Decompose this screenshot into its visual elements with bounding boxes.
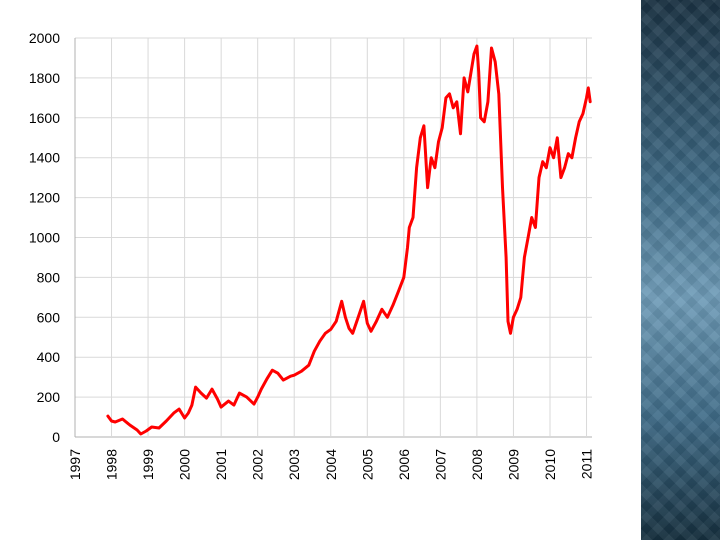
x-tick-label: 2006 bbox=[396, 449, 412, 480]
y-tick-label: 1200 bbox=[29, 190, 60, 206]
x-tick-label: 2005 bbox=[359, 449, 375, 480]
y-tick-label: 400 bbox=[37, 349, 61, 365]
y-tick-label: 2000 bbox=[29, 30, 60, 46]
chart-series bbox=[106, 44, 592, 436]
x-tick-label: 2000 bbox=[177, 449, 193, 480]
chart-grid bbox=[74, 37, 592, 438]
x-tick-label: 2010 bbox=[542, 449, 558, 480]
y-tick-label: 800 bbox=[37, 269, 61, 285]
y-tick-label: 0 bbox=[52, 429, 60, 445]
y-tick-label: 1000 bbox=[29, 230, 60, 246]
x-axis-tick-labels: 1997 1998 1999 2000 2001 2002 2003 2004 2005 2006… bbox=[67, 449, 595, 480]
decorative-side-panel bbox=[641, 0, 720, 540]
y-tick-label: 1400 bbox=[29, 150, 60, 166]
x-tick-label: 2003 bbox=[286, 449, 302, 480]
x-tick-label: 2002 bbox=[250, 449, 266, 480]
x-tick-label: 1999 bbox=[140, 449, 156, 480]
x-tick-label: 2001 bbox=[213, 449, 229, 480]
y-tick-label: 1800 bbox=[29, 70, 60, 86]
y-axis-tick-labels: 0 200 400 600 800 1000 1200 1400 1600 1800 2000 bbox=[29, 30, 60, 445]
x-tick-label: 2008 bbox=[469, 449, 485, 480]
x-tick-label: 2011 bbox=[579, 449, 595, 479]
y-tick-label: 1600 bbox=[29, 110, 60, 126]
x-tick-label: 1998 bbox=[104, 449, 120, 480]
series-line bbox=[106, 44, 592, 436]
x-tick-label: 2004 bbox=[323, 449, 339, 480]
x-tick-label: 2007 bbox=[432, 449, 448, 480]
x-tick-label: 1997 bbox=[67, 449, 83, 480]
y-tick-label: 200 bbox=[37, 389, 61, 405]
y-tick-label: 600 bbox=[37, 309, 61, 325]
line-chart: 0 200 400 600 800 1000 1200 1400 1600 1800 2000 19… bbox=[29, 30, 595, 480]
x-tick-label: 2009 bbox=[505, 449, 521, 480]
